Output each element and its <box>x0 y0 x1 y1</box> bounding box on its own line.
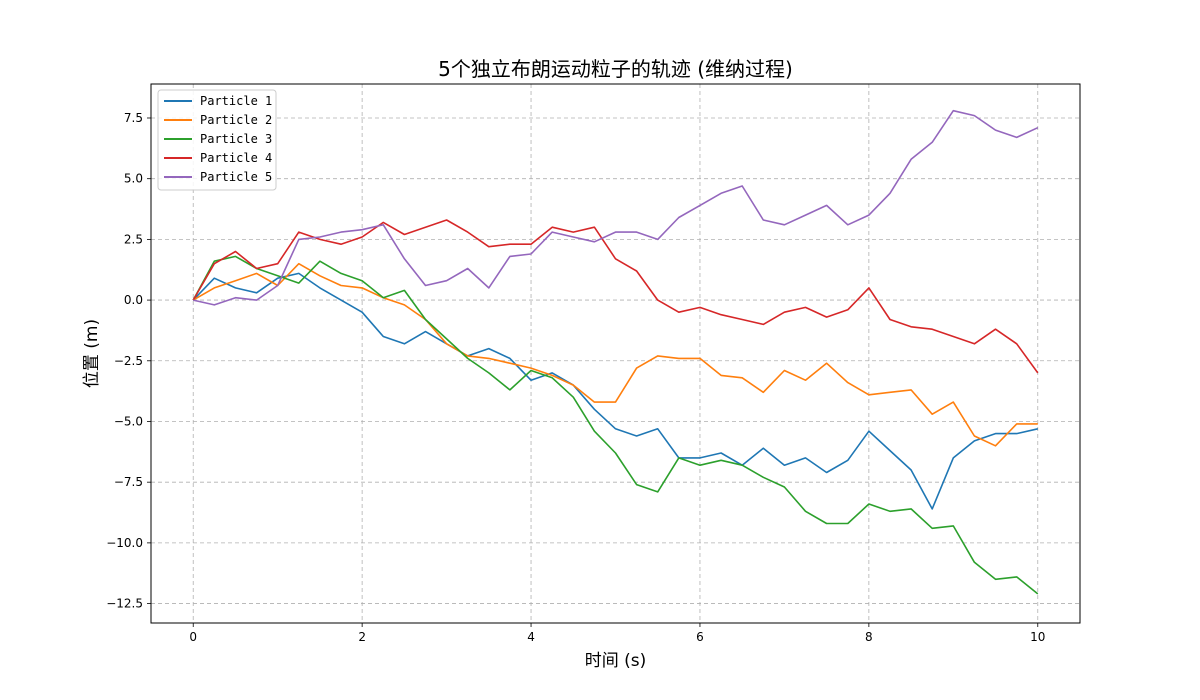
y-tick-label: −12.5 <box>106 597 143 611</box>
plot-frame <box>150 83 1081 624</box>
legend-label: Particle 1 <box>200 94 272 108</box>
x-axis-label: 时间 (s) <box>585 651 647 671</box>
series-line-particle-3 <box>192 255 1039 595</box>
series-line-particle-1 <box>192 272 1038 510</box>
legend-label: Particle 5 <box>200 170 272 184</box>
series-line-particle-4 <box>192 219 1039 374</box>
series-line-particle-2 <box>192 262 1038 447</box>
legend-label: Particle 2 <box>200 113 272 127</box>
x-tick-label: 2 <box>358 630 366 644</box>
chart-title: 5个独立布朗运动粒子的轨迹 (维纳过程) <box>438 57 793 81</box>
y-tick-label: −5.0 <box>114 414 143 428</box>
legend: Particle 1 Particle 2 Particle 3 Particle 4… <box>157 89 277 191</box>
x-tick-label: 0 <box>189 630 197 644</box>
y-axis-ticks: −12.5 −10.0 −7.5 −5.0 −2.5 0.0 2.5 5.0 7.5 <box>106 111 151 611</box>
series-lines <box>192 109 1039 595</box>
legend-label: Particle 3 <box>200 132 272 146</box>
series-line-particle-5 <box>193 109 1039 306</box>
x-tick-label: 6 <box>696 630 704 644</box>
x-tick-label: 4 <box>527 630 535 644</box>
y-tick-label: 5.0 <box>124 172 143 186</box>
y-tick-label: 7.5 <box>124 111 143 125</box>
y-axis-label: 位置 (m) <box>82 319 102 388</box>
x-axis-ticks: 0 2 4 6 8 10 <box>189 623 1045 644</box>
y-tick-label: 2.5 <box>124 232 143 246</box>
legend-box <box>157 89 277 191</box>
x-tick-label: 8 <box>865 630 873 644</box>
y-tick-label: −2.5 <box>114 354 143 368</box>
legend-label: Particle 4 <box>200 151 272 165</box>
y-tick-label: −7.5 <box>114 475 143 489</box>
y-tick-label: 0.0 <box>124 293 143 307</box>
y-tick-label: −10.0 <box>106 536 143 550</box>
x-tick-label: 10 <box>1030 630 1045 644</box>
